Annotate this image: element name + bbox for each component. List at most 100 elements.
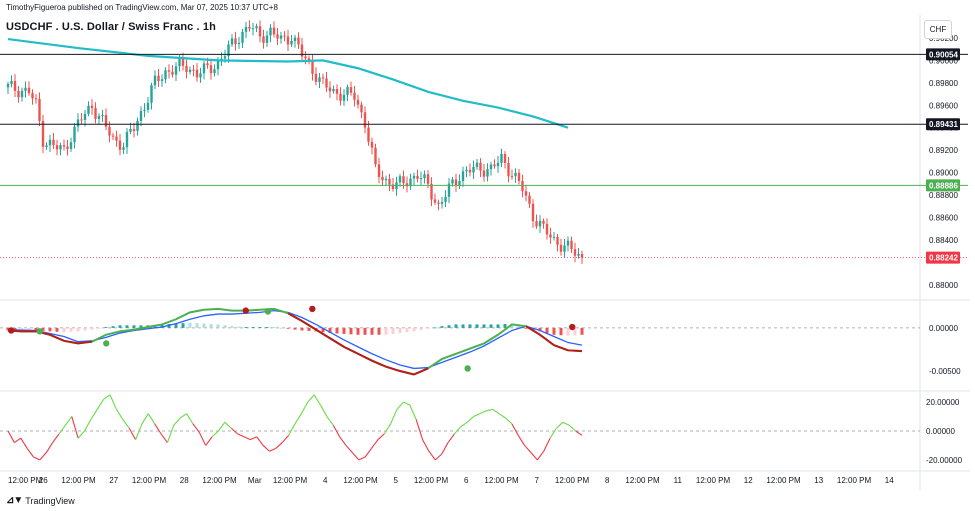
momentum-line-segment	[58, 424, 66, 435]
candle-body	[181, 59, 185, 66]
candle-body	[325, 78, 328, 88]
candle-body	[468, 169, 472, 173]
momentum-line-segment	[275, 442, 283, 449]
momentum-line-segment	[377, 433, 385, 441]
histogram-bar	[440, 326, 444, 328]
candle-body	[318, 77, 321, 82]
momentum-line-segment	[26, 448, 34, 458]
candle-body	[563, 245, 566, 252]
momentum-line-segment	[84, 419, 92, 432]
histogram-bar	[251, 327, 255, 328]
candle-body	[472, 166, 475, 173]
candle-body	[430, 183, 433, 200]
candle-body	[276, 34, 279, 39]
momentum-line-segment	[237, 433, 245, 438]
candle-body	[265, 35, 269, 43]
momentum-line-segment	[556, 421, 564, 429]
momentum-tick-label: 20.00000	[926, 398, 960, 407]
candle-body	[48, 139, 52, 146]
momentum-line-segment	[115, 409, 124, 420]
candle-body	[24, 87, 27, 91]
momentum-line-segment	[141, 413, 149, 425]
momentum-line-segment	[281, 434, 290, 443]
histogram-bar	[573, 327, 577, 336]
price-tick-label: 0.88400	[929, 236, 958, 245]
histogram-bar	[216, 324, 220, 328]
momentum-line-segment	[358, 456, 366, 461]
momentum-line-segment	[198, 432, 207, 446]
x-tick-label: 11	[674, 476, 683, 485]
candle-body	[279, 35, 283, 39]
histogram-bar	[489, 324, 493, 328]
histogram-bar	[125, 325, 129, 328]
histogram-bar	[426, 327, 430, 329]
momentum-line-segment	[250, 436, 257, 441]
histogram-bar	[335, 327, 339, 334]
candle-body	[34, 98, 38, 100]
candle-body	[258, 26, 262, 37]
momentum-line-segment	[492, 408, 500, 415]
candle-body	[304, 56, 307, 59]
momentum-line-segment	[96, 398, 105, 410]
histogram-bar	[349, 327, 353, 335]
candle-body	[514, 172, 517, 177]
candle-body	[125, 131, 129, 148]
momentum-line-segment	[45, 442, 54, 453]
signal-line	[7, 309, 583, 370]
histogram-bar	[27, 327, 31, 331]
candle-body	[104, 115, 108, 127]
histogram-bar	[237, 326, 241, 328]
price-tick-label: 0.89800	[929, 79, 958, 88]
candle-body	[153, 75, 157, 86]
candle-body	[496, 162, 500, 167]
level-price-label: 0.90054	[929, 50, 958, 59]
momentum-line-segment	[339, 436, 347, 446]
momentum-line-segment	[122, 419, 130, 429]
x-tick-label: Mar	[248, 476, 262, 485]
momentum-line-segment	[256, 436, 264, 446]
momentum-line-segment	[409, 404, 417, 420]
histogram-bar	[398, 327, 402, 334]
momentum-line-segment	[466, 416, 474, 423]
brand-label: TradingView	[25, 495, 75, 506]
candle-body	[157, 75, 160, 82]
cross-marker	[309, 305, 316, 313]
candle-body	[314, 73, 318, 82]
momentum-line-segment	[179, 413, 187, 419]
currency-badge[interactable]: CHF	[924, 20, 952, 39]
price-tick-label: 0.90000	[929, 56, 958, 65]
histogram-bar	[188, 322, 192, 328]
candle-body	[507, 162, 510, 177]
candle-body	[328, 87, 332, 92]
level-price-badge	[926, 179, 960, 192]
histogram-bar	[202, 323, 206, 328]
footer-brand[interactable]: ⊿▼ TradingView	[6, 495, 75, 506]
momentum-line-segment	[103, 394, 111, 400]
momentum-line-segment	[332, 424, 341, 438]
candle-body	[451, 179, 454, 184]
momentum-line-segment	[109, 394, 117, 410]
histogram-bar	[454, 324, 458, 328]
candle-body	[45, 145, 48, 147]
histogram-bar	[209, 324, 213, 328]
momentum-line-segment	[288, 423, 296, 436]
cross-marker	[569, 323, 576, 331]
candle-body	[559, 244, 563, 252]
candle-body	[556, 236, 559, 245]
price-tick-label: 0.88800	[929, 191, 958, 200]
histogram-bar	[566, 327, 570, 336]
x-tick-label: 12:00 PM	[766, 476, 801, 485]
level-price-badge	[926, 48, 960, 61]
histogram-bar	[475, 324, 479, 328]
tradingview-logo-icon: ⊿▼	[6, 495, 23, 506]
histogram-bar	[307, 327, 311, 331]
momentum-line-segment	[14, 437, 22, 444]
candle-body	[213, 69, 216, 74]
candle-body	[486, 169, 489, 177]
momentum-line-segment	[473, 413, 481, 418]
price-tick-label: 0.89200	[929, 146, 958, 155]
momentum-line-segment	[371, 439, 379, 449]
momentum-line-segment	[505, 417, 513, 425]
candle-body	[524, 191, 528, 196]
